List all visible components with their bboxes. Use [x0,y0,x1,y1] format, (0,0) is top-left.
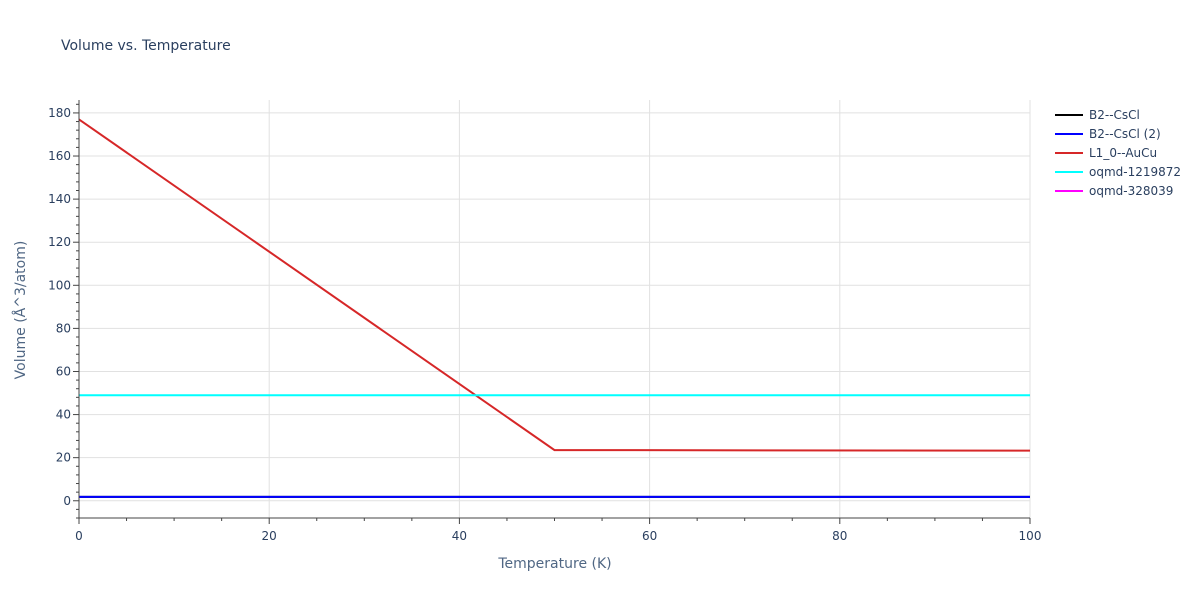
legend-label: B2--CsCl [1089,108,1140,122]
y-tick-label: 80 [56,321,71,335]
plot-series [78,118,1031,498]
legend-label: B2--CsCl (2) [1089,127,1161,141]
y-tick-label: 160 [48,149,71,163]
x-tick-label: 20 [262,529,277,543]
x-tick-label: 60 [642,529,657,543]
y-tick-label: 180 [48,106,71,120]
y-tick-label: 120 [48,235,71,249]
y-tick-label: 140 [48,192,71,206]
legend-label: oqmd-328039 [1089,184,1173,198]
chart-title: Volume vs. Temperature [61,38,231,54]
x-tick-label: 100 [1019,529,1042,543]
series-line-2 [78,118,1031,452]
legend-label: oqmd-1219872 [1089,165,1181,179]
y-tick-label: 40 [56,408,71,422]
x-tick-label: 80 [832,529,847,543]
x-tick-label: 40 [452,529,467,543]
y-tick-label: 60 [56,364,71,378]
y-tick-label: 0 [63,494,71,508]
y-tick-label: 20 [56,451,71,465]
plot-axes: 0 20 40 60 80 100 0 20 40 60 80 100 120 140 160 180 [48,100,1041,543]
x-axis-title: Temperature (K) [497,556,611,572]
x-tick-label: 0 [75,529,83,543]
y-axis-title: Volume (Å^3/atom) [12,241,29,380]
legend: B2--CsCl B2--CsCl (2) L1_0--AuCu oqmd-12198… [1055,108,1181,198]
legend-label: L1_0--AuCu [1089,146,1157,160]
y-tick-label: 100 [48,278,71,292]
plot-grid [79,100,1031,518]
